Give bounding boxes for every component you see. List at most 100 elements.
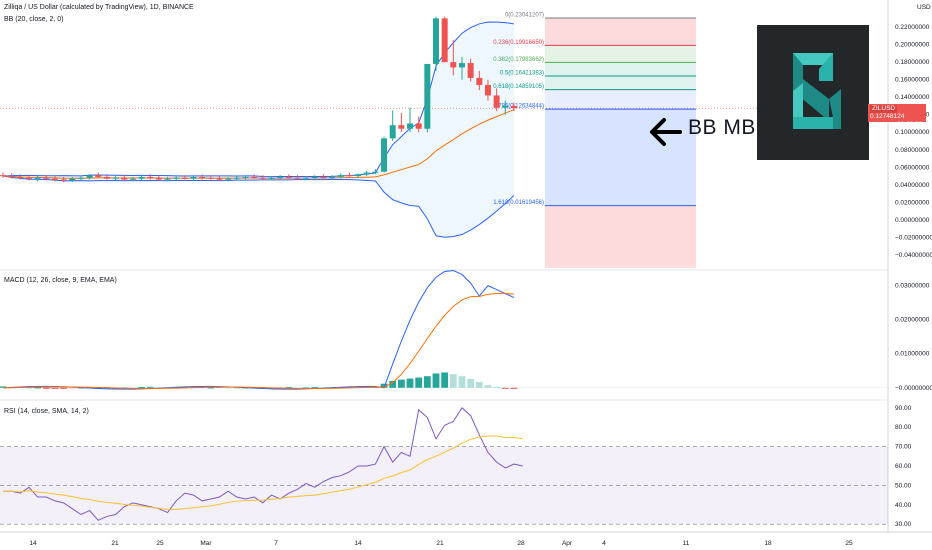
candle-body [225, 178, 232, 180]
macd-histogram-bar [207, 387, 215, 389]
fib-zone [545, 89, 696, 110]
time-axis-label: 18 [764, 540, 772, 547]
time-axis-label: 25 [845, 540, 853, 547]
price-axis-label: 0.02000000 [895, 199, 930, 206]
time-axis-label: 4 [602, 540, 606, 547]
candle-body [415, 123, 422, 129]
candle-body [458, 63, 465, 68]
candle-body [285, 176, 292, 178]
price-axis-label: 0.22000000 [895, 24, 930, 31]
candle-body [337, 175, 344, 177]
time-axis-label: Mar [200, 540, 212, 547]
candle-body [207, 177, 214, 179]
candle-body [355, 174, 362, 177]
bb-indicator-label[interactable]: BB (20, close, 2, 0) [4, 16, 64, 23]
fib-label: 0(0.23041207) [505, 13, 544, 19]
macd-histogram-bar [380, 383, 388, 388]
candle-body [311, 176, 318, 178]
candle-body [476, 77, 483, 85]
candle-body [173, 177, 180, 179]
candle-body [242, 176, 249, 178]
time-axis-label: 25 [156, 540, 164, 547]
macd-histogram-bar [475, 381, 483, 388]
fib-zone [545, 75, 696, 90]
macd-signal-line [2, 292, 514, 390]
candle-body [129, 178, 136, 180]
price-axis-label: 0.14000000 [895, 94, 930, 101]
rsi-indicator-label[interactable]: RSI (14, close, SMA, 14, 2) [4, 408, 89, 415]
macd-histogram-bar [60, 387, 68, 389]
macd-histogram-bar [138, 387, 145, 389]
candle-body [121, 177, 128, 180]
price-axis-label: 0.10000000 [895, 129, 930, 136]
candle-body [181, 177, 188, 179]
price-axis-label: 0.16000000 [895, 77, 930, 84]
macd-histogram-bar [406, 378, 414, 388]
candle-body [320, 176, 327, 178]
macd-histogram-bar [34, 387, 42, 389]
macd-histogram-bar [25, 387, 33, 389]
fib-label: 0.382(0.17983662) [493, 57, 544, 63]
candle-body [0, 175, 6, 177]
candle-body [433, 18, 439, 64]
candle-body [60, 179, 67, 181]
candle-body [450, 62, 457, 68]
fib-zone [545, 18, 696, 46]
candle-body [43, 177, 50, 179]
fib-zone [545, 62, 696, 76]
candle-body [164, 178, 171, 180]
macd-histogram-bar [224, 387, 232, 389]
macd-axis-label: −0.00000000 [895, 385, 932, 392]
macd-histogram-bar [233, 387, 241, 389]
price-axis-label: 0.06000000 [895, 164, 930, 171]
candle-body [303, 177, 310, 179]
candle-body [199, 176, 206, 178]
zilliqa-logo [757, 25, 869, 160]
fib-zone-extension [545, 205, 696, 268]
candle-body [510, 105, 517, 109]
macd-histogram-bar [146, 386, 154, 388]
macd-histogram-bar [510, 387, 518, 389]
time-axis-label: 7 [274, 540, 278, 547]
price-tag-countdown: 06:02:20 [897, 121, 923, 128]
candle-body [398, 125, 405, 129]
time-axis-label: 21 [436, 540, 444, 547]
bb-basis-line [2, 109, 515, 179]
candle-body [467, 63, 474, 78]
candle-body [259, 177, 266, 179]
macd-histogram-bar [423, 376, 431, 388]
macd-histogram-bar [302, 387, 310, 389]
last-price-tag: ZILUSD 0.12748124 06:02:20 [868, 104, 926, 128]
candle-body [103, 176, 110, 179]
zilliqa-logo-icon [793, 53, 841, 129]
currency-label: USD [917, 4, 931, 11]
fib-label: 0.236(0.19916650) [493, 40, 544, 46]
chart-title: Zilliqa / US Dollar (calculated by Tradi… [4, 4, 194, 11]
candle-body [95, 175, 102, 177]
macd-indicator-label[interactable]: MACD (12, 26, close, 9, EMA, EMA) [4, 277, 117, 284]
candle-body [372, 171, 379, 173]
candle-body [441, 18, 448, 63]
candle-body [502, 105, 509, 108]
macd-histogram-bar [501, 387, 509, 389]
price-tag-symbol: ZILUSD [870, 105, 898, 113]
fib-zone [545, 45, 696, 63]
macd-histogram-bar [449, 374, 457, 388]
candle-body [268, 177, 275, 179]
candle-body [233, 177, 240, 179]
candle-body [51, 178, 58, 180]
macd-axis-label: 0.01000000 [895, 351, 930, 358]
macd-histogram-bar [484, 385, 492, 388]
candle-body [69, 178, 76, 181]
price-axis-label: −0.04000000 [895, 252, 932, 259]
macd-histogram-bar [198, 387, 206, 389]
rsi-axis-label: 80.00 [895, 424, 912, 431]
time-axis-label: 11 [683, 540, 690, 547]
candle-body [424, 63, 431, 129]
candle-body [484, 84, 491, 96]
bb-lower-line [2, 175, 515, 238]
candle-body [294, 177, 301, 179]
price-axis-label: 0.04000000 [895, 182, 930, 189]
rsi-axis-label: 90.00 [895, 405, 912, 412]
